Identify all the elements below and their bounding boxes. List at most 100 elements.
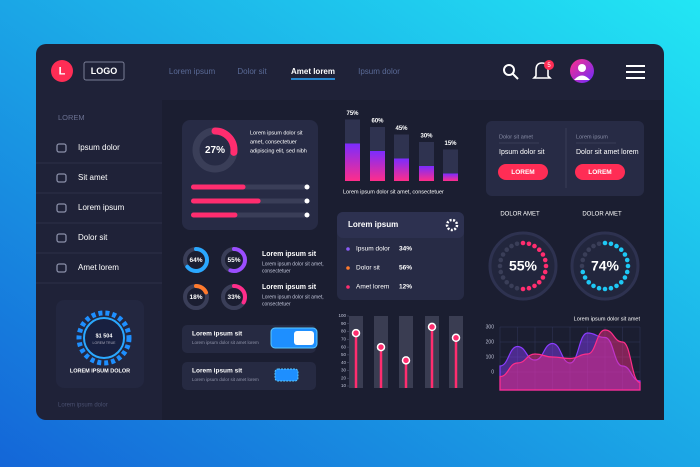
gauge-dot	[622, 275, 628, 280]
y-tick-label: 10	[341, 383, 347, 388]
logo-text: LOGO	[91, 66, 118, 76]
gauge-dot	[520, 240, 526, 246]
gauge-dot-off	[504, 247, 510, 253]
gauge-dot	[540, 275, 546, 280]
progress-knob	[304, 198, 310, 204]
gauge-dot	[580, 269, 586, 275]
card-title: Dolor sit amet lorem	[576, 149, 639, 156]
gauge-dot	[602, 286, 608, 292]
toggle-switch[interactable]	[274, 368, 299, 382]
area	[499, 332, 641, 391]
progress-bar	[191, 198, 261, 204]
sidebar-footer: Lorem ipsum dolor	[58, 403, 108, 409]
gauge-dot	[532, 243, 537, 249]
list-value: 12%	[399, 284, 412, 291]
gauge-dot-off	[596, 241, 602, 247]
nav-item[interactable]: Lorem ipsum	[169, 67, 216, 76]
menu-icon[interactable]	[626, 65, 645, 79]
donut-arc	[183, 284, 209, 310]
lollipop-dot	[451, 333, 461, 343]
progress-knob	[304, 184, 310, 190]
notification-count: 5	[547, 63, 551, 69]
gauge-dot-off	[591, 243, 596, 249]
gauge-dot	[586, 279, 592, 285]
gauge-title: LOREM IPSUM DOLOR	[70, 368, 130, 374]
nav-item[interactable]: Amet lorem	[291, 67, 335, 76]
settings-icon[interactable]	[445, 218, 459, 232]
bar-label: 15%	[444, 141, 457, 147]
bar	[394, 158, 409, 181]
donut-arc	[192, 127, 238, 173]
y-tick-label: 80	[341, 329, 347, 334]
gauge-dot-off	[498, 257, 504, 263]
gauge-dot	[520, 286, 526, 292]
y-tick-label: 100	[486, 354, 495, 360]
card-button-label: LOREM	[511, 169, 534, 176]
gauge-dot	[624, 269, 630, 275]
bar	[443, 173, 458, 181]
toggle-title: Lorem ipsum sit	[192, 331, 243, 338]
nav-item[interactable]: Dolor sit	[237, 67, 267, 76]
y-tick-label: 30	[341, 368, 347, 373]
sidebar-heading: LOREM	[58, 113, 85, 122]
avatar-head	[578, 64, 586, 72]
gauge-title: DOLOR AMET	[582, 212, 622, 218]
y-tick-label: 90	[341, 321, 347, 326]
sidebar-item[interactable]: Amet lorem	[78, 263, 119, 272]
gauge-dot-off	[514, 285, 520, 291]
donut-label: 27%	[205, 145, 225, 156]
card-button[interactable]	[498, 164, 548, 180]
gauge-dot	[596, 285, 602, 291]
gauge-dot	[625, 263, 631, 269]
action-card	[486, 121, 644, 196]
gauge-dot-off	[504, 279, 510, 285]
summary-text: Lorem ipsum dolor sit	[250, 130, 303, 136]
bar-label: 30%	[420, 134, 433, 140]
mini-title: Lorem ipsum sit	[262, 251, 317, 258]
gauge-dot	[526, 285, 532, 291]
gauge-value: 74%	[591, 258, 620, 274]
sidebar-item[interactable]: Sit amet	[78, 173, 108, 182]
nav-item[interactable]: Ipsum dolor	[358, 67, 400, 76]
gauge-dot-off	[500, 275, 506, 280]
y-tick-label: 70	[341, 337, 347, 342]
gauge-dot-off	[509, 283, 514, 289]
list-value: 34%	[399, 246, 412, 253]
gauge-dot-off	[586, 247, 592, 253]
lollipop-dot	[401, 356, 411, 365]
list-name: Ipsum dolor	[356, 246, 391, 253]
sidebar-item[interactable]: Lorem ipsum	[78, 203, 125, 212]
bar-label: 45%	[395, 126, 408, 132]
bell-icon[interactable]	[532, 62, 552, 79]
card-button[interactable]	[575, 164, 625, 180]
toggle-title: Lorem ipsum sit	[192, 368, 243, 375]
gauge-dot-off	[580, 257, 586, 263]
y-tick-label: 100	[338, 313, 346, 318]
bar-caption: Lorem ipsum dolor sit amet, consectetuer	[343, 189, 444, 195]
gauge-caption: LOREM TRUE	[93, 341, 117, 345]
gauge-dot	[536, 247, 542, 253]
gauge-dot	[602, 240, 608, 246]
gauge-dot	[591, 283, 596, 289]
gauge-dot-off	[582, 252, 588, 257]
gauge-dot	[614, 243, 619, 249]
gauge-dot	[536, 279, 542, 285]
y-tick-label: 60	[341, 344, 347, 349]
donut-arc	[183, 247, 209, 273]
sidebar-icon	[56, 233, 67, 243]
search-icon[interactable]	[503, 64, 519, 80]
donut-label: 64%	[189, 257, 202, 264]
area	[499, 329, 641, 391]
sidebar-icon	[56, 203, 67, 213]
gauge-dot	[622, 252, 628, 257]
sidebar-item[interactable]: Ipsum dolor	[78, 143, 120, 152]
list-dot	[346, 247, 350, 251]
gauge-dot	[532, 283, 537, 289]
bar	[345, 143, 360, 181]
list-dot	[346, 266, 350, 270]
sidebar-item[interactable]: Dolor sit	[78, 233, 108, 242]
card-button-label: LOREM	[588, 169, 611, 176]
card-label: Lorem ipsum	[576, 134, 608, 140]
y-tick-label: 40	[341, 360, 347, 365]
